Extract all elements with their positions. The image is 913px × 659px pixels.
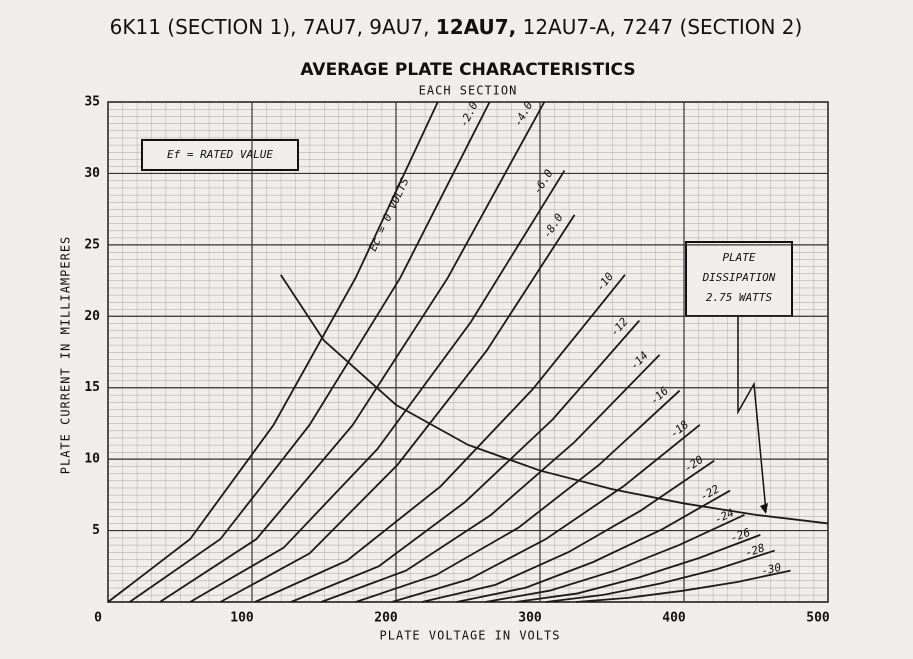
minor-grid (108, 102, 828, 602)
curve-label: -30 (760, 561, 783, 578)
curve (189, 170, 566, 603)
curve-label: -28 (744, 541, 767, 560)
annotation-box (141, 139, 299, 171)
curve (391, 424, 701, 603)
curve (515, 534, 761, 603)
dissipation-curve (280, 274, 829, 525)
curve (355, 389, 681, 603)
x-tick-label: 500 (806, 611, 830, 626)
y-tick-label: 5 (92, 523, 100, 538)
x-tick-label: 200 (374, 611, 398, 626)
curve (421, 459, 715, 603)
dissipation-label: DISSIPATION (702, 271, 776, 284)
dissipation-label: 2.75 WATTS (706, 291, 773, 304)
curve (290, 319, 641, 603)
curve (254, 274, 626, 603)
curve (485, 514, 745, 603)
x-tick-label: 0 (94, 611, 102, 626)
x-tick-label: 400 (662, 611, 686, 626)
curve (159, 101, 546, 603)
annotation: Ef = RATED VALUE (167, 148, 273, 161)
chart-subtitle: EACH SECTION (419, 84, 518, 98)
y-tick-label: 15 (84, 380, 100, 395)
dissipation-label: PLATE (722, 251, 755, 264)
curve (129, 101, 491, 603)
curve (320, 354, 661, 603)
x-tick-label: 100 (230, 611, 254, 626)
y-tick-label: 35 (84, 95, 100, 110)
x-tick-label: 300 (518, 611, 542, 626)
arrow-head (760, 503, 768, 514)
y-tick-label: 25 (84, 237, 100, 252)
curve (456, 489, 731, 603)
curve (545, 549, 775, 603)
curve (219, 214, 576, 603)
x-axis-label: PLATE VOLTAGE IN VOLTS (380, 629, 561, 643)
y-tick-label: 10 (84, 452, 100, 467)
y-axis-label: PLATE CURRENT IN MILLIAMPERES (59, 236, 73, 475)
y-tick-label: 20 (84, 309, 100, 324)
dissipation-arrow (737, 316, 767, 513)
chart-heading: 6K11 (SECTION 1), 7AU7, 9AU7, 12AU7, 12A… (110, 15, 803, 39)
y-tick-label: 30 (84, 166, 100, 181)
curve (107, 101, 439, 603)
chart-title: AVERAGE PLATE CHARACTERISTICS (300, 60, 635, 80)
curve (575, 569, 791, 603)
